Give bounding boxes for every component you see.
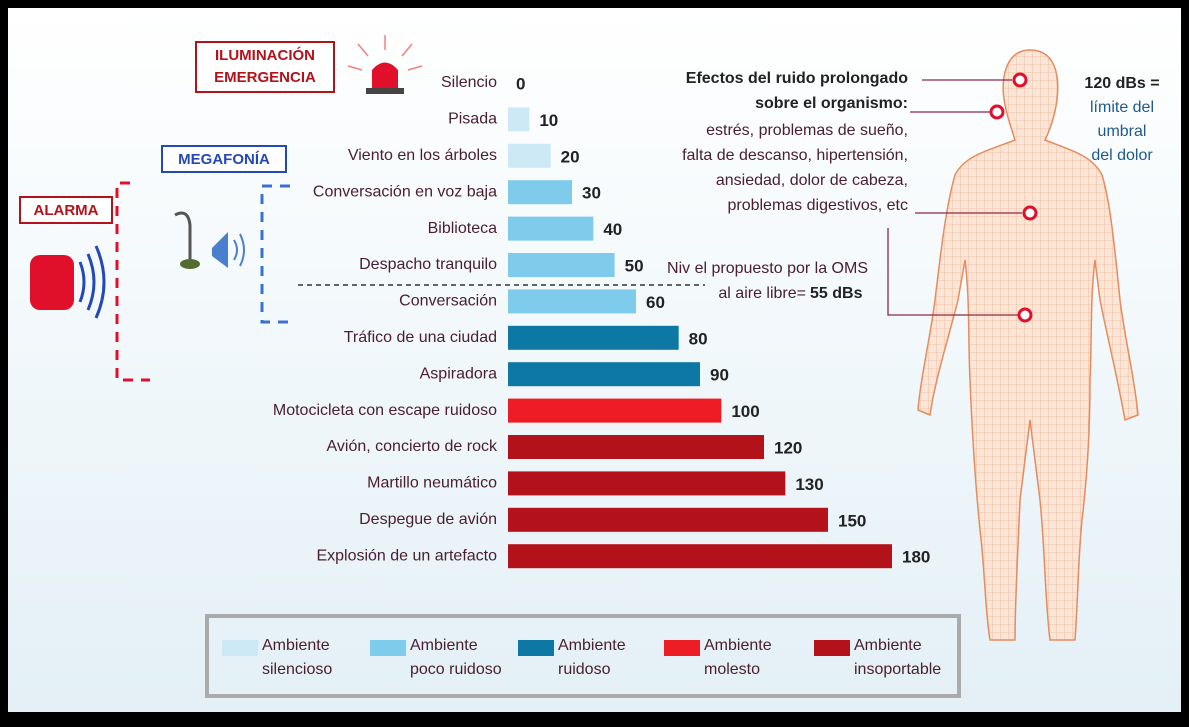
legend-item: Ambiente ruidoso: [558, 637, 626, 678]
pain-text: del dolor: [1091, 147, 1153, 164]
bar: [508, 544, 892, 569]
legend-item: Ambiente molesto: [704, 637, 772, 678]
bar: [508, 107, 530, 132]
bar: [508, 471, 786, 496]
value-label: 0: [516, 74, 525, 93]
bar: [508, 362, 700, 387]
bar: [508, 216, 594, 241]
value-label: 100: [731, 402, 759, 421]
value-label: 150: [838, 511, 866, 530]
beacon-icon: [347, 35, 423, 94]
effects-text: problemas digestivos, etc: [727, 197, 908, 214]
alarm-bracket: [115, 181, 150, 382]
category-label: Motocicleta con escape ruidoso: [273, 402, 497, 419]
legend-box: [205, 614, 961, 698]
value-label: 20: [561, 147, 580, 166]
megaphone-icon: [174, 211, 245, 269]
alarm-icon: [30, 245, 106, 319]
bar: [508, 435, 764, 459]
body-figure: [917, 49, 1139, 641]
oms-value: 55 dBs: [810, 285, 863, 302]
legend-item: Ambiente poco ruidoso: [410, 637, 502, 678]
alarm-box: [19, 196, 113, 224]
legend-item: Ambiente insoportable: [854, 637, 942, 678]
pain-title: 120 dBs =: [1084, 75, 1159, 92]
value-label: 180: [902, 548, 930, 567]
legend-label: Ambiente insoportable: [854, 637, 942, 678]
value-label: 10: [539, 111, 558, 130]
legend-item: Ambiente silencioso: [262, 637, 333, 678]
value-label: 30: [582, 184, 601, 203]
category-label: Conversación en voz baja: [313, 183, 497, 200]
bar: [508, 398, 722, 423]
megaphone-label: MEGAFONÍA: [178, 151, 270, 168]
value-label: 80: [689, 329, 708, 348]
value-label: 40: [603, 220, 622, 239]
bar: [508, 325, 679, 350]
lighting-label: ILUMINACIÓN: [215, 46, 315, 64]
effects-text: estrés, problemas de sueño,: [706, 122, 908, 139]
category-label: Despacho tranquilo: [359, 256, 497, 273]
legend-swatch: [664, 640, 700, 656]
megaphone-bracket: [260, 184, 290, 324]
legend-label: Ambiente molesto: [704, 637, 772, 678]
category-label: Martillo neumático: [367, 475, 497, 492]
megaphone-box: [161, 145, 287, 173]
legend-label: Ambiente ruidoso: [558, 637, 626, 678]
category-label: Biblioteca: [428, 220, 497, 237]
lighting-label: EMERGENCIA: [214, 69, 316, 86]
category-label: Aspiradora: [420, 365, 497, 382]
body-dots: [989, 72, 1038, 323]
category-label: Avión, concierto de rock: [327, 438, 498, 455]
alarm-label: ALARMA: [34, 202, 99, 219]
bar: [508, 289, 636, 314]
effects-text: falta de descanso, hipertensión,: [682, 147, 908, 164]
pain-text: límite del: [1090, 99, 1154, 116]
effects-title: sobre el organismo:: [755, 95, 908, 112]
category-label: Viento en los árboles: [348, 147, 497, 164]
oms-text: Niv el propuesto por la OMS: [667, 260, 868, 277]
legend-swatch: [370, 640, 406, 656]
category-label: Conversación: [399, 293, 497, 310]
lighting-box: [195, 41, 335, 93]
bar: [508, 253, 615, 277]
connectors: [887, 79, 1022, 316]
category-label: Silencio: [441, 74, 497, 91]
pain-text: umbral: [1098, 123, 1147, 140]
legend-swatch: [814, 640, 850, 656]
value-label: 60: [646, 293, 665, 312]
value-label: 50: [625, 256, 644, 275]
value-label: 120: [774, 438, 802, 457]
effects-title: Efectos del ruido prolongado: [686, 70, 908, 87]
bar: [508, 143, 551, 168]
category-label: Tráfico de una ciudad: [344, 329, 497, 346]
value-label: 130: [795, 475, 823, 494]
oms-text: al aire libre=: [718, 285, 806, 302]
value-label: 90: [710, 366, 729, 385]
effects-text: ansiedad, dolor de cabeza,: [716, 172, 908, 189]
legend-label: Ambiente silencioso: [262, 637, 333, 678]
category-label: Explosión de un artefacto: [316, 547, 497, 564]
category-label: Despegue de avión: [359, 511, 497, 528]
bar: [508, 180, 572, 205]
legend-swatch: [222, 640, 258, 656]
category-label: Pisada: [448, 111, 497, 128]
legend-label: Ambiente poco ruidoso: [410, 637, 502, 678]
legend-swatch: [518, 640, 554, 656]
bar: [508, 507, 828, 532]
